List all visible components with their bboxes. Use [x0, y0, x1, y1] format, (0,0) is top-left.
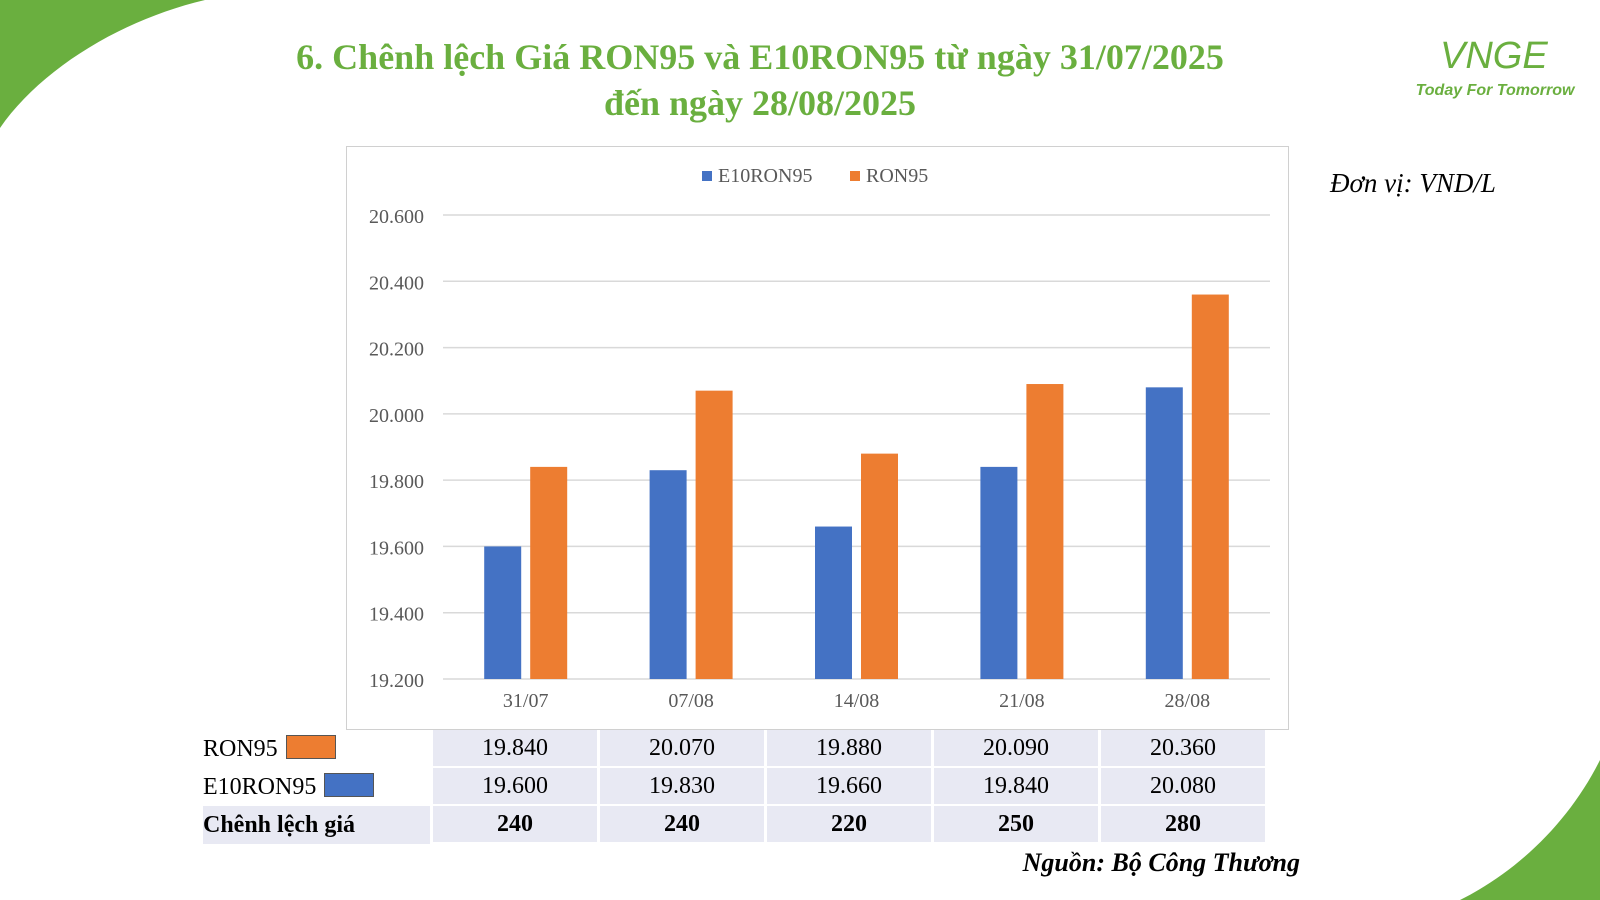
- legend-swatch: [285, 735, 336, 759]
- table-cell: 19.660: [764, 768, 931, 806]
- legend-swatch: [324, 773, 375, 797]
- data-table: RON95 19.840 20.070 19.880 20.090 20.360 E10RO…: [203, 730, 1265, 844]
- legend-label: E10RON95: [718, 165, 812, 187]
- legend-label: RON95: [866, 165, 928, 187]
- table-row: Chênh lệch giá 240 240 220 250 280: [203, 806, 1265, 844]
- table-row: E10RON95 19.600 19.830 19.660 19.840 20.080: [203, 768, 1265, 806]
- table-cell: 240: [430, 806, 597, 844]
- source-note: Nguồn: Bộ Công Thương: [1022, 848, 1300, 877]
- y-tick-label: 20.200: [369, 339, 424, 361]
- y-tick-label: 20.000: [369, 405, 424, 427]
- x-tick-label: 07/08: [668, 690, 714, 712]
- x-tick-label: 28/08: [1165, 690, 1211, 712]
- bar-ron95-4: [1191, 294, 1229, 679]
- x-tick-label: 31/07: [503, 690, 549, 712]
- table-cell: 240: [597, 806, 764, 844]
- y-tick-label: 19.800: [369, 471, 424, 493]
- y-tick-label: 19.400: [369, 604, 424, 626]
- bar-e10ron95-1: [649, 470, 687, 679]
- table-cell: 19.600: [430, 768, 597, 806]
- y-tick-label: 19.200: [369, 670, 424, 692]
- bar-e10ron95-0: [484, 546, 522, 679]
- corner-decoration-top-left: [0, 0, 205, 128]
- logo-mark: VNGE: [1440, 35, 1548, 77]
- table-cell: 20.080: [1098, 768, 1265, 806]
- unit-label: Đơn vị: VND/L: [1330, 168, 1496, 198]
- table-cell: 20.360: [1098, 730, 1265, 768]
- row-label: Chênh lệch giá: [203, 811, 356, 838]
- table-cell: 280: [1098, 806, 1265, 844]
- bar-ron95-1: [695, 390, 733, 679]
- bar-e10ron95-4: [1145, 387, 1183, 679]
- bar-ron95-2: [861, 453, 898, 679]
- table-cell: 19.880: [764, 730, 931, 768]
- bar-chart: 19.200 19.400 19.600 19.800 20.000 20.200 20.4…: [346, 146, 1289, 730]
- y-tick-label: 20.600: [369, 206, 424, 228]
- bar-chart-svg: 19.200 19.400 19.600 19.800 20.000 20.200 20.4…: [369, 165, 1270, 712]
- bar-ron95-0: [530, 466, 568, 679]
- title-line-1: 6. Chênh lệch Giá RON95 và E10RON95 từ n…: [296, 37, 1224, 77]
- table-row: RON95 19.840 20.070 19.880 20.090 20.360: [203, 730, 1265, 768]
- bar-e10ron95-3: [980, 466, 1018, 679]
- x-tick-label: 14/08: [834, 690, 880, 712]
- title-line-2: đến ngày 28/08/2025: [603, 83, 917, 123]
- y-tick-label: 20.400: [369, 272, 424, 294]
- y-tick-label: 19.600: [369, 537, 424, 559]
- table-cell: 20.070: [597, 730, 764, 768]
- row-label-cell: RON95: [203, 730, 430, 768]
- bar-ron95-3: [1026, 384, 1064, 679]
- row-label-cell: Chênh lệch giá: [203, 806, 430, 844]
- table-cell: 19.840: [931, 768, 1098, 806]
- logo-mark-text: VNGE: [1440, 35, 1548, 77]
- table-cell: 250: [931, 806, 1098, 844]
- row-label-cell: E10RON95: [203, 768, 430, 806]
- table-cell: 220: [764, 806, 931, 844]
- logo-tagline: Today For Tomorrow: [1415, 82, 1575, 99]
- row-label: RON95: [203, 736, 278, 762]
- table-cell: 20.090: [931, 730, 1098, 768]
- table-cell: 19.830: [597, 768, 764, 806]
- bar-e10ron95-2: [815, 526, 852, 679]
- x-tick-label: 21/08: [999, 690, 1045, 712]
- corner-decoration-bottom-right: [1460, 760, 1600, 900]
- legend-swatch-e10ron95: [702, 171, 712, 181]
- table-cell: 19.840: [430, 730, 597, 768]
- vnge-logo: VNGE Today For Tomorrow: [1400, 18, 1590, 108]
- page-title: 6. Chênh lệch Giá RON95 và E10RON95 từ n…: [240, 34, 1280, 126]
- legend-swatch-ron95: [850, 171, 860, 181]
- row-label: E10RON95: [203, 774, 317, 800]
